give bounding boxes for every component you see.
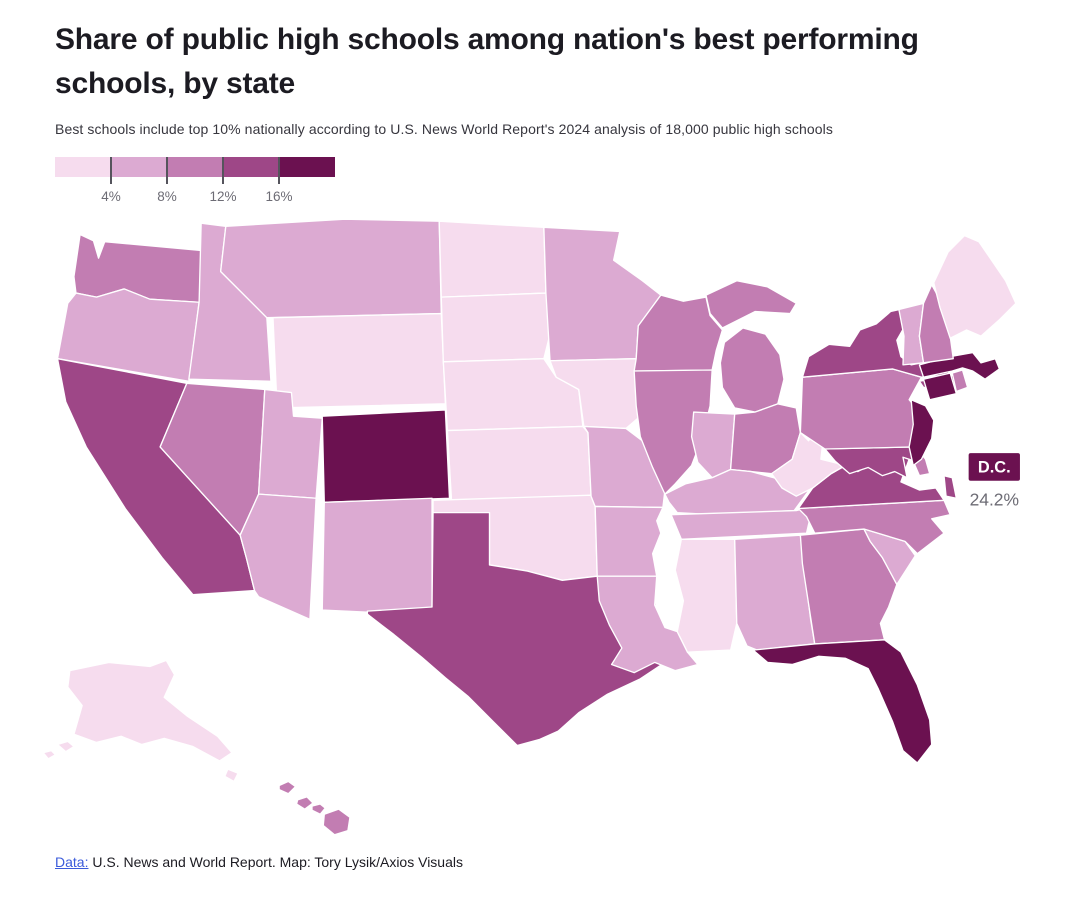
dc-callout-label: D.C. [978, 458, 1011, 476]
dc-callout-value: 24.2% [970, 489, 1019, 509]
legend-tick-label: 8% [157, 188, 177, 204]
state-WI[interactable]: Wisconsin [633, 294, 724, 372]
state-MT[interactable]: Montana [219, 218, 442, 319]
state-WA[interactable]: Washington [73, 233, 207, 303]
footer-credit: Data: U.S. News and World Report. Map: T… [55, 854, 1080, 870]
legend-swatch-1 [55, 156, 111, 177]
legend-tick [278, 156, 280, 184]
legend-tick-label: 12% [209, 188, 237, 204]
legend-bar [55, 156, 335, 177]
legend-swatch-5 [279, 156, 335, 177]
chart-subtitle: Best schools include top 10% nationally … [55, 120, 833, 137]
state-CT[interactable]: Connecticut [922, 372, 958, 401]
state-NC[interactable]: North Carolina [797, 499, 951, 555]
state-WY[interactable]: Wyoming [272, 312, 447, 409]
state-NJ[interactable]: New Jersey [908, 398, 935, 466]
chart-title-line2: schools, by state [55, 67, 296, 101]
page: Share of public high schools among natio… [37, 18, 1040, 846]
state-NM[interactable]: New Mexico [321, 497, 433, 613]
state-LA[interactable]: Louisiana [596, 575, 699, 674]
legend-swatch-4 [223, 156, 279, 177]
legend-tick-label: 4% [101, 188, 121, 204]
state-MI[interactable]: Michigan [705, 279, 797, 413]
dc-callout-badge [968, 452, 1020, 481]
legend-tick [222, 156, 224, 184]
state-FL[interactable]: Florida [752, 638, 933, 764]
state-IN[interactable]: Indiana [690, 411, 736, 479]
state-IL[interactable]: Illinois [633, 369, 713, 495]
state-NH[interactable]: New Hampshire [918, 283, 954, 364]
legend-swatch-2 [111, 156, 167, 177]
state-AZ[interactable]: Arizona [239, 493, 317, 620]
legend-tick [166, 156, 168, 184]
legend: 4% 8% 12% 16% [55, 156, 335, 209]
state-SD[interactable]: South Dakota [440, 292, 553, 363]
legend-tick [110, 156, 112, 184]
state-PA[interactable]: Pennsylvania [799, 368, 923, 450]
state-ND[interactable]: North Dakota [438, 220, 547, 298]
legend-swatch-3 [167, 156, 223, 177]
data-source-link[interactable]: Data: [55, 853, 89, 870]
state-RI[interactable]: Rhode Island [951, 369, 969, 392]
state-TX[interactable]: Texas [366, 511, 666, 746]
state-HI[interactable]: Hawaii [278, 780, 351, 836]
state-AR[interactable]: Arkansas [594, 505, 664, 577]
chart-title: Share of public high schools among natio… [55, 18, 1015, 107]
chart-title-line1: Share of public high schools among natio… [55, 23, 919, 56]
us-map: WashingtonOregonCaliforniaNevadaIdahoMon… [42, 218, 1020, 836]
state-MS[interactable]: Mississippi [674, 538, 738, 653]
footer-text: U.S. News and World Report. Map: Tory Ly… [88, 853, 463, 870]
state-MA[interactable]: Massachusetts [918, 351, 1001, 380]
map-area: WashingtonOregonCaliforniaNevadaIdahoMon… [37, 215, 1040, 846]
state-ME[interactable]: Maine [933, 234, 1017, 339]
state-AK[interactable]: Alaska [42, 659, 239, 782]
state-CO[interactable]: Colorado [321, 409, 451, 503]
state-KS[interactable]: Kansas [446, 425, 592, 501]
legend-tick-label: 16% [265, 188, 293, 204]
